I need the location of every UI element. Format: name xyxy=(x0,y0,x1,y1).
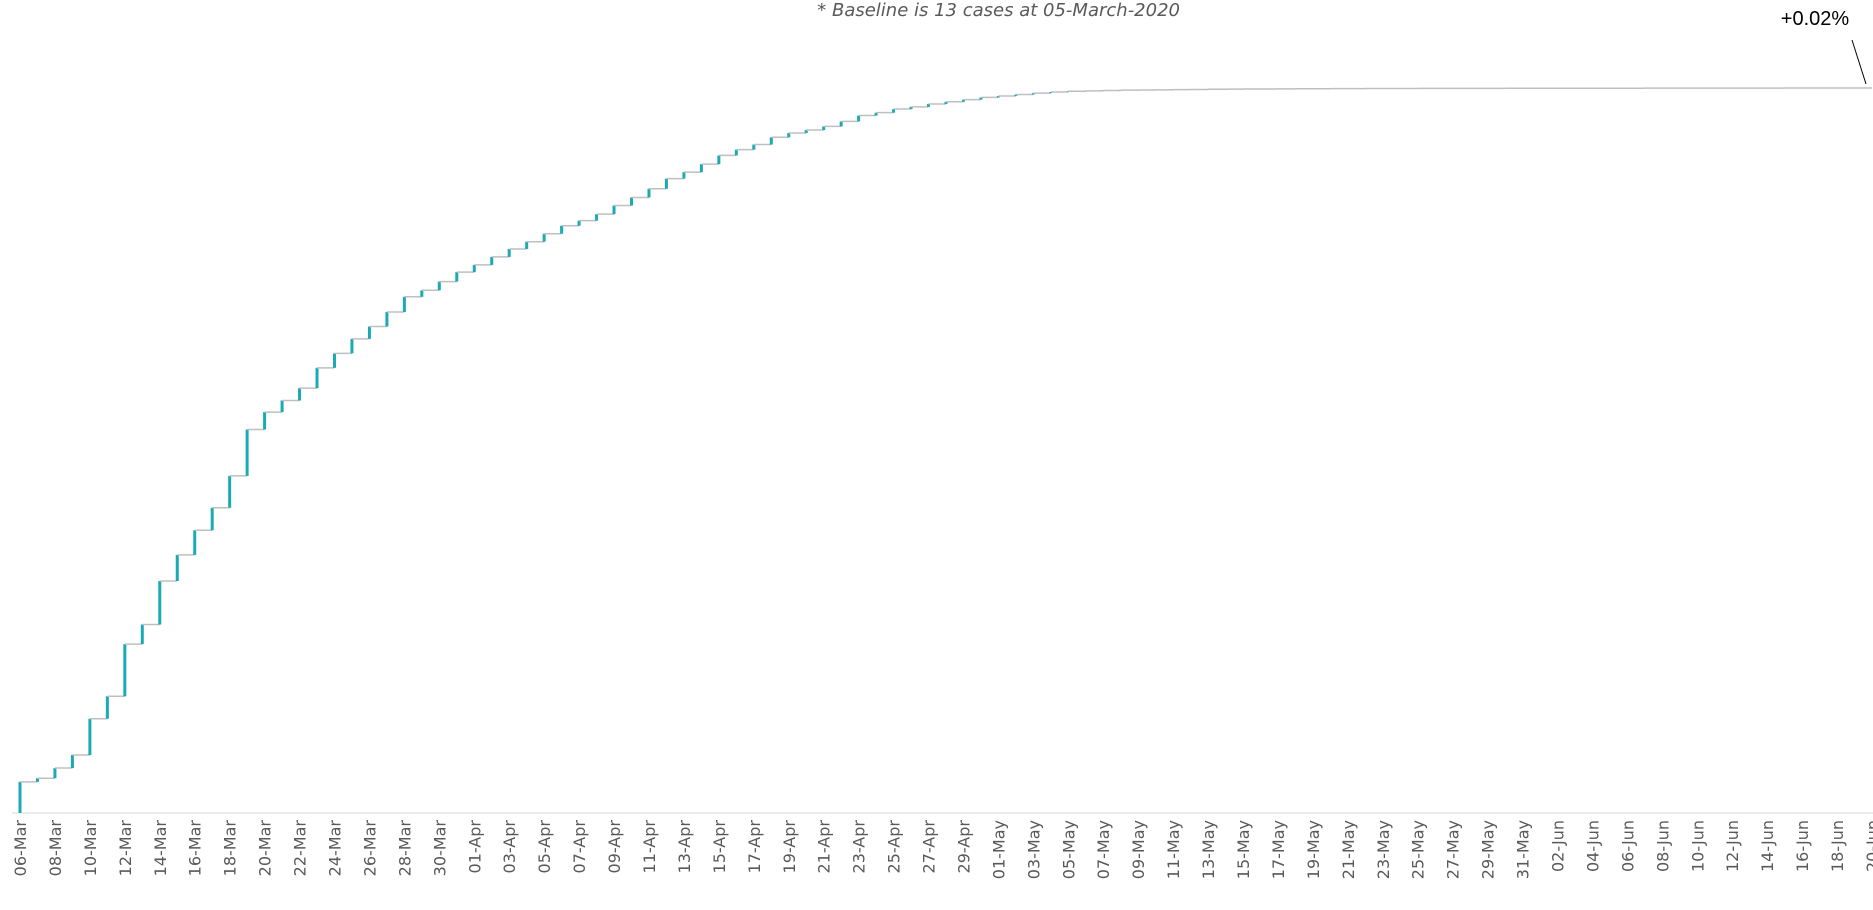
x-tick-label: 27-Apr xyxy=(920,820,939,874)
x-tick-label: 10-Jun xyxy=(1688,820,1707,872)
x-tick-label: 29-Apr xyxy=(954,820,973,874)
x-tick-label: 06-Mar xyxy=(11,820,30,877)
x-tick-label: 13-May xyxy=(1199,820,1218,879)
x-tick-label: 22-Mar xyxy=(291,820,310,877)
x-tick-label: 17-May xyxy=(1269,820,1288,879)
waterfall-steps xyxy=(18,87,1872,813)
x-tick-label: 01-Apr xyxy=(465,820,484,874)
x-tick-label: 12-Mar xyxy=(116,820,135,877)
x-tick-label: 07-Apr xyxy=(570,820,589,874)
x-tick-label: 03-Apr xyxy=(500,820,519,874)
x-tick-label: 15-Apr xyxy=(710,820,729,874)
x-tick-label: 27-May xyxy=(1444,820,1463,879)
x-tick-label: 08-Mar xyxy=(46,820,65,877)
x-tick-label: 19-May xyxy=(1304,820,1323,879)
x-tick-label: 28-Mar xyxy=(395,820,414,877)
x-tick-label: 09-May xyxy=(1129,820,1148,879)
x-tick-label: 12-Jun xyxy=(1723,820,1742,872)
x-tick-label: 24-Mar xyxy=(325,820,344,877)
x-tick-label: 30-Mar xyxy=(430,820,449,877)
x-tick-label: 18-Mar xyxy=(221,820,240,877)
x-tick-label: 23-May xyxy=(1374,820,1393,879)
x-tick-label: 17-Apr xyxy=(745,820,764,874)
x-tick-label: 29-May xyxy=(1479,820,1498,879)
x-tick-label: 13-Apr xyxy=(675,820,694,874)
x-tick-label: 09-Apr xyxy=(605,820,624,874)
x-tick-label: 20-Mar xyxy=(256,820,275,877)
x-tick-label: 04-Jun xyxy=(1583,820,1602,872)
x-tick-labels: 06-Mar 08-Mar 10-Mar 12-Mar 14-Mar 16-Mar 18-M… xyxy=(11,820,1873,880)
x-tick-label: 05-May xyxy=(1059,820,1078,879)
x-tick-label: 05-Apr xyxy=(535,820,554,874)
x-tick-label: 31-May xyxy=(1514,820,1533,879)
x-tick-label: 19-Apr xyxy=(780,820,799,874)
x-tick-label: 08-Jun xyxy=(1653,820,1672,872)
x-tick-label: 16-Jun xyxy=(1793,820,1812,872)
x-tick-label: 21-May xyxy=(1339,820,1358,879)
x-tick-label: 16-Mar xyxy=(186,820,205,877)
x-tick-label: 25-Apr xyxy=(885,820,904,874)
x-tick-label: 20-Jun xyxy=(1863,820,1873,872)
x-tick-label: 18-Jun xyxy=(1828,820,1847,872)
x-tick-label: 11-May xyxy=(1164,820,1183,879)
x-tick-label: 14-Mar xyxy=(151,820,170,877)
x-tick-label: 11-Apr xyxy=(640,820,659,874)
x-tick-label: 07-May xyxy=(1094,820,1113,879)
x-tick-label: 25-May xyxy=(1409,820,1428,879)
x-tick-label: 02-Jun xyxy=(1549,820,1568,872)
x-tick-label: 14-Jun xyxy=(1758,820,1777,872)
x-tick-label: 06-Jun xyxy=(1618,820,1637,872)
annotation-leader-line xyxy=(1851,39,1867,85)
x-tick-label: 15-May xyxy=(1234,820,1253,879)
x-tick-label: 03-May xyxy=(1024,820,1043,879)
x-tick-label: 01-May xyxy=(989,820,1008,879)
x-tick-label: 23-Apr xyxy=(850,820,869,874)
annotation-label: +0.02% xyxy=(1781,8,1850,30)
x-tick-label: 10-Mar xyxy=(81,820,100,877)
chart-footnote: * Baseline is 13 cases at 05-March-2020 xyxy=(817,0,1180,21)
x-tick-label: 21-Apr xyxy=(815,820,834,874)
x-tick-label: 26-Mar xyxy=(360,820,379,877)
